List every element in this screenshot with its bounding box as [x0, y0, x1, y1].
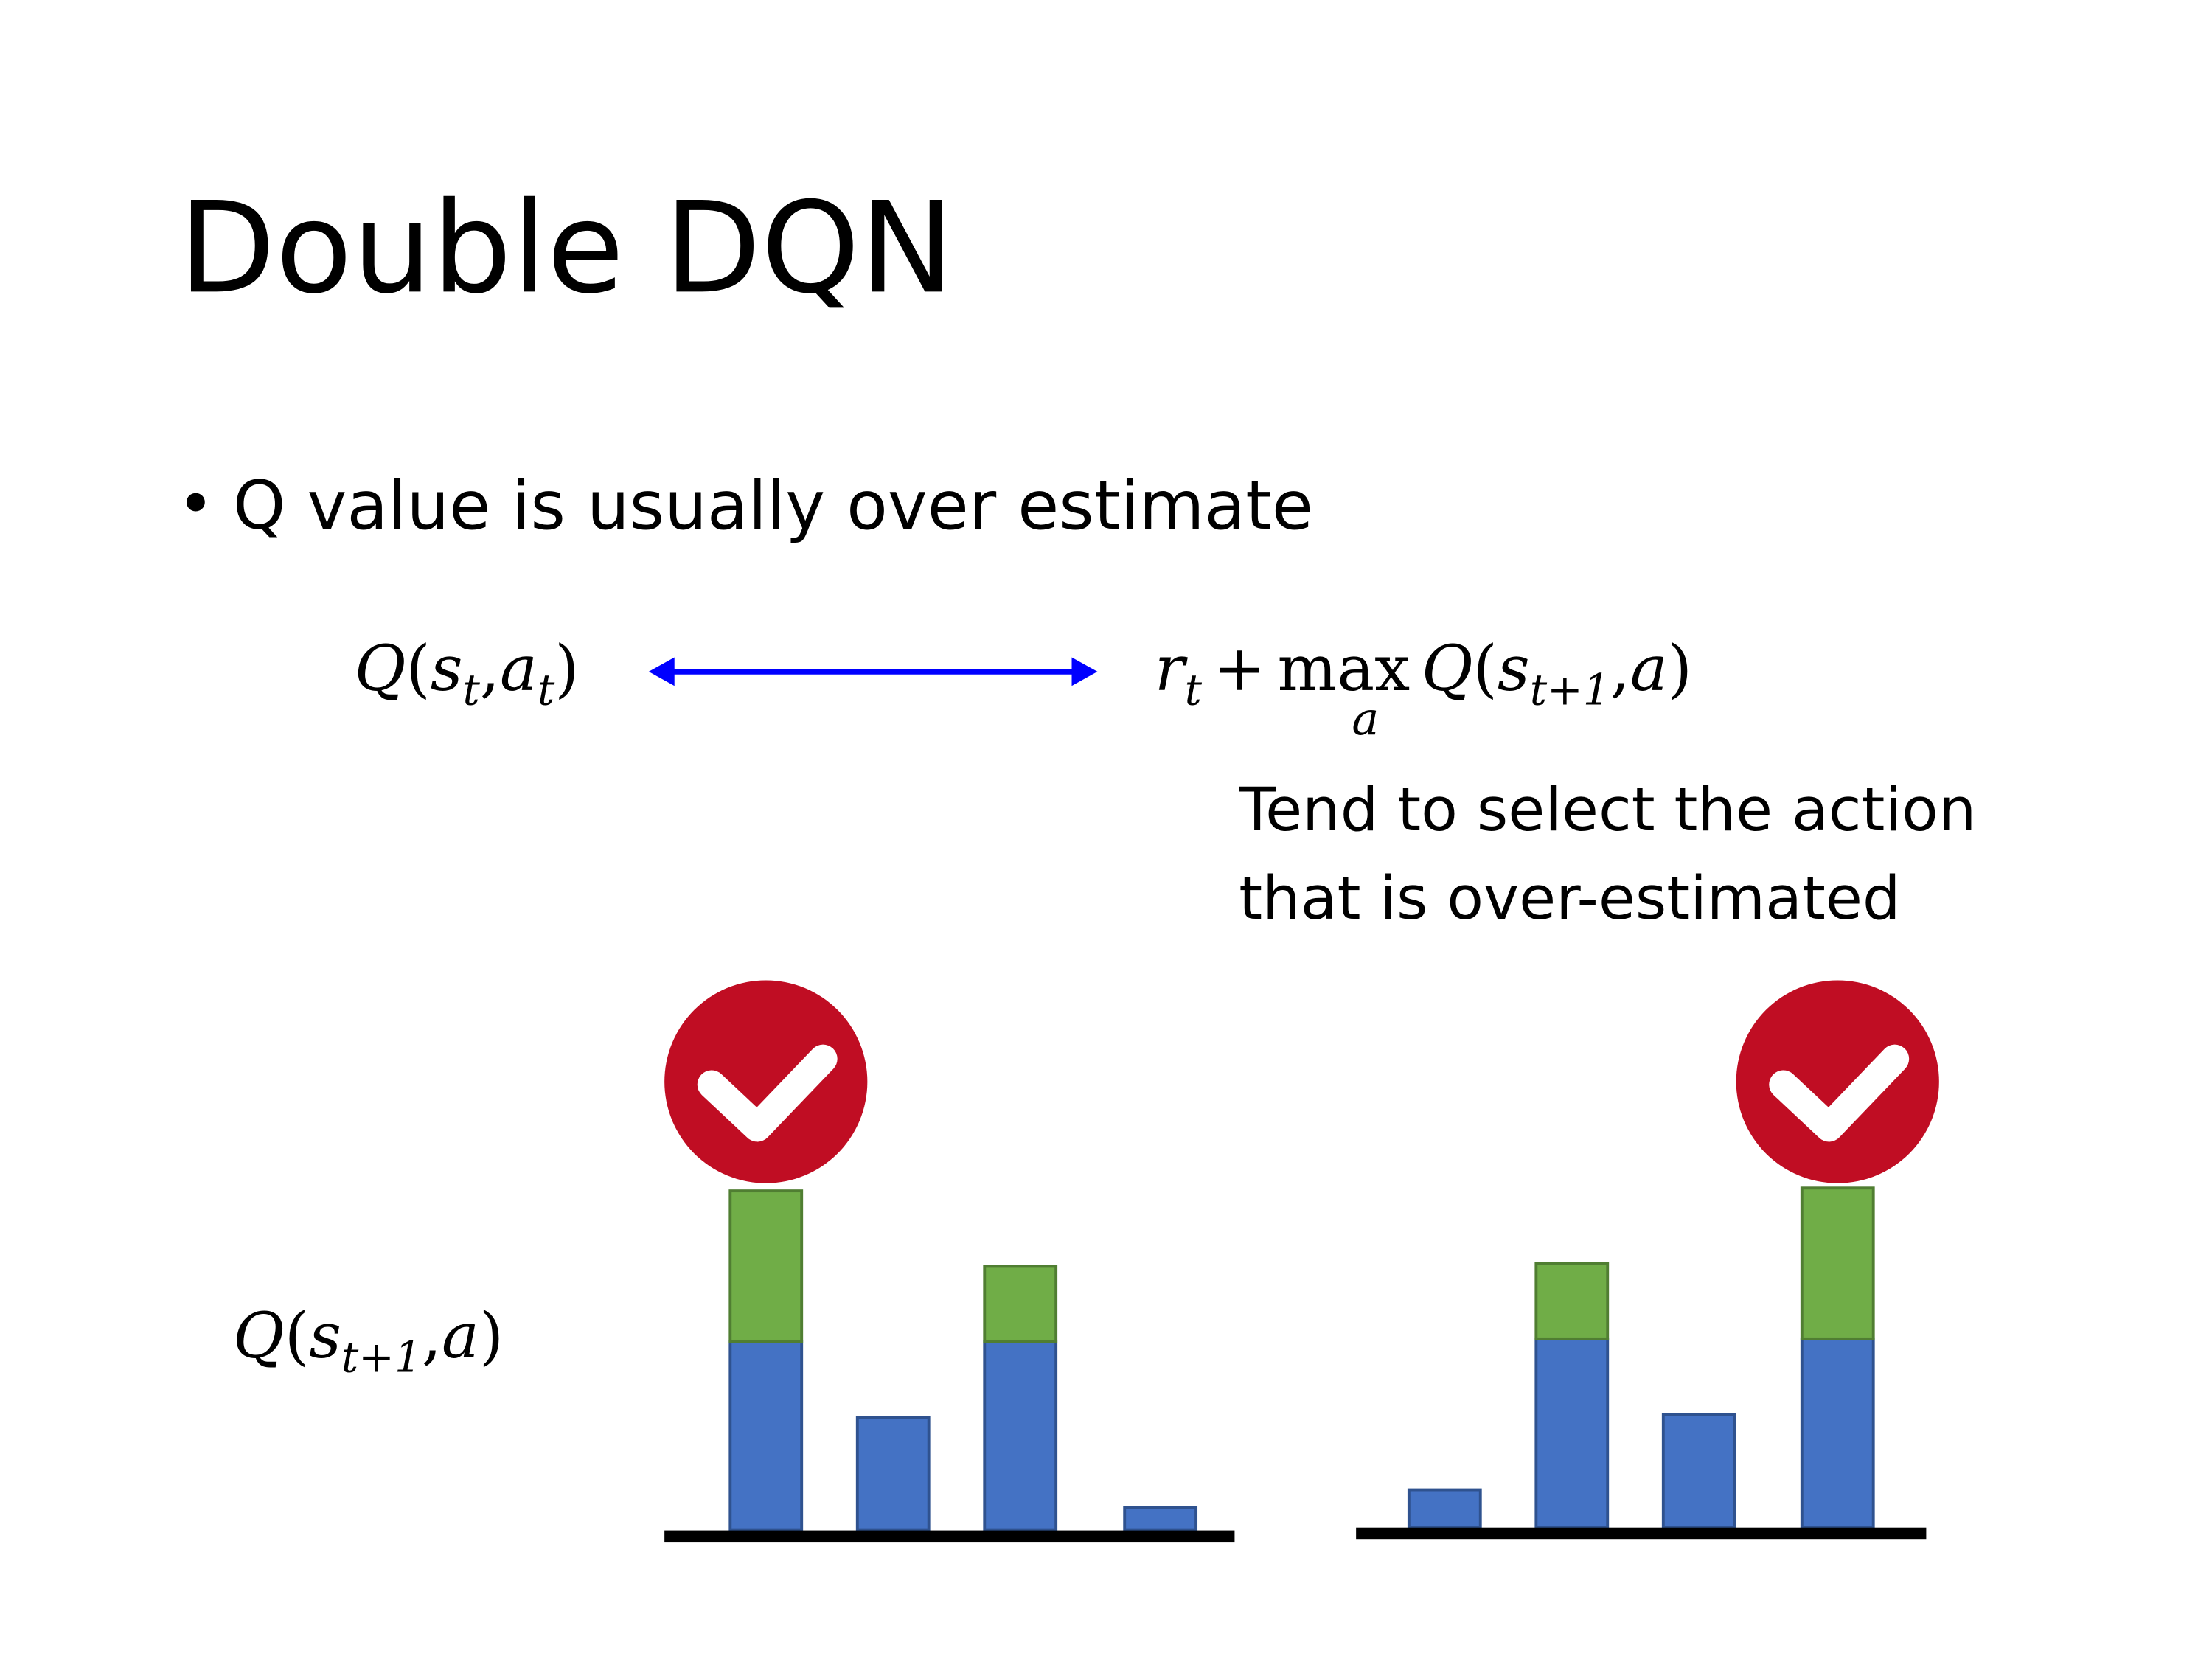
slide-title: Double DQN — [178, 175, 954, 321]
check-mark — [1769, 1044, 1910, 1142]
bar-charts — [664, 980, 1939, 1543]
svg-text:a: a — [1352, 692, 1379, 745]
svg-text:Q(st+1,a): Q(st+1,a) — [233, 1300, 504, 1382]
formula-left: Q(st,at) — [355, 633, 580, 714]
note-line-2: that is over-estimated — [1239, 863, 1900, 933]
bar-base-1 — [1407, 1488, 1482, 1529]
formula-right: rt + max Q(st+1,a) a — [1155, 633, 1692, 745]
bar-base-4 — [1800, 1337, 1875, 1529]
bullet-marker: • — [177, 468, 214, 541]
svg-text:Q(st,at): Q(st,at) — [355, 633, 580, 714]
bar-base-1 — [728, 1340, 804, 1532]
double-arrow — [648, 657, 1098, 686]
note-line-1: Tend to select the action — [1238, 775, 1976, 845]
bar-base-3 — [983, 1340, 1058, 1532]
bar-base-2 — [855, 1416, 931, 1532]
bar-overestimate-1 — [728, 1189, 804, 1343]
check-circle-bg — [664, 980, 868, 1183]
bar-chart-1 — [664, 980, 1235, 1543]
check-mark — [697, 1044, 838, 1142]
bar-base-3 — [1661, 1413, 1736, 1529]
bar-base-4 — [1123, 1506, 1198, 1532]
chart-y-label: Q(st+1,a) — [233, 1300, 504, 1382]
bar-chart-2 — [1356, 980, 1939, 1540]
chart-baseline — [664, 1530, 1235, 1543]
check-circle-icon — [664, 980, 868, 1183]
bullet-text: Q value is usually over estimate — [233, 467, 1313, 545]
check-circle-icon — [1736, 980, 1939, 1183]
bar-overestimate-4 — [1800, 1186, 1875, 1340]
bar-overestimate-2 — [1534, 1262, 1610, 1340]
check-circle-bg — [1736, 980, 1939, 1183]
bar-overestimate-3 — [983, 1265, 1058, 1343]
bar-base-2 — [1534, 1337, 1610, 1529]
chart-baseline — [1356, 1527, 1927, 1540]
